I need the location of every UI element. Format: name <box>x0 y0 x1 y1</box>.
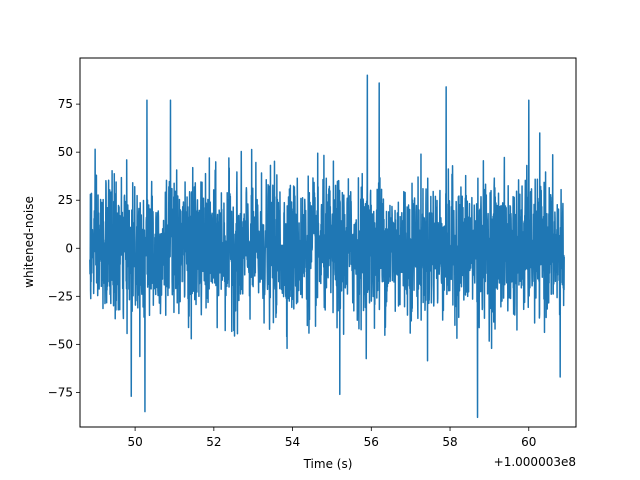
x-tick-label: 52 <box>206 435 221 449</box>
y-tick-label: −50 <box>48 337 73 351</box>
series-line <box>89 74 565 419</box>
y-tick-label: 50 <box>58 145 73 159</box>
y-tick-label: 75 <box>58 97 73 111</box>
plot-area <box>89 74 565 419</box>
x-tick-label: 58 <box>442 435 457 449</box>
y-tick-label: 25 <box>58 193 73 207</box>
x-tick-label: 56 <box>364 435 379 449</box>
y-axis: −75 −50 −25 0 25 50 75 <box>48 97 80 399</box>
y-tick-label: −25 <box>48 289 73 303</box>
x-axis-title: Time (s) <box>303 457 353 471</box>
x-offset-label: +1.000003e8 <box>494 455 576 469</box>
x-tick-label: 60 <box>521 435 536 449</box>
x-tick-label: 50 <box>127 435 142 449</box>
x-axis: 50 52 54 56 58 60 <box>127 427 536 449</box>
y-axis-title: whitened-noise <box>22 196 36 288</box>
y-tick-label: 0 <box>65 241 73 255</box>
x-tick-label: 54 <box>285 435 300 449</box>
axes-frame <box>79 57 577 428</box>
y-tick-label: −75 <box>48 385 73 399</box>
